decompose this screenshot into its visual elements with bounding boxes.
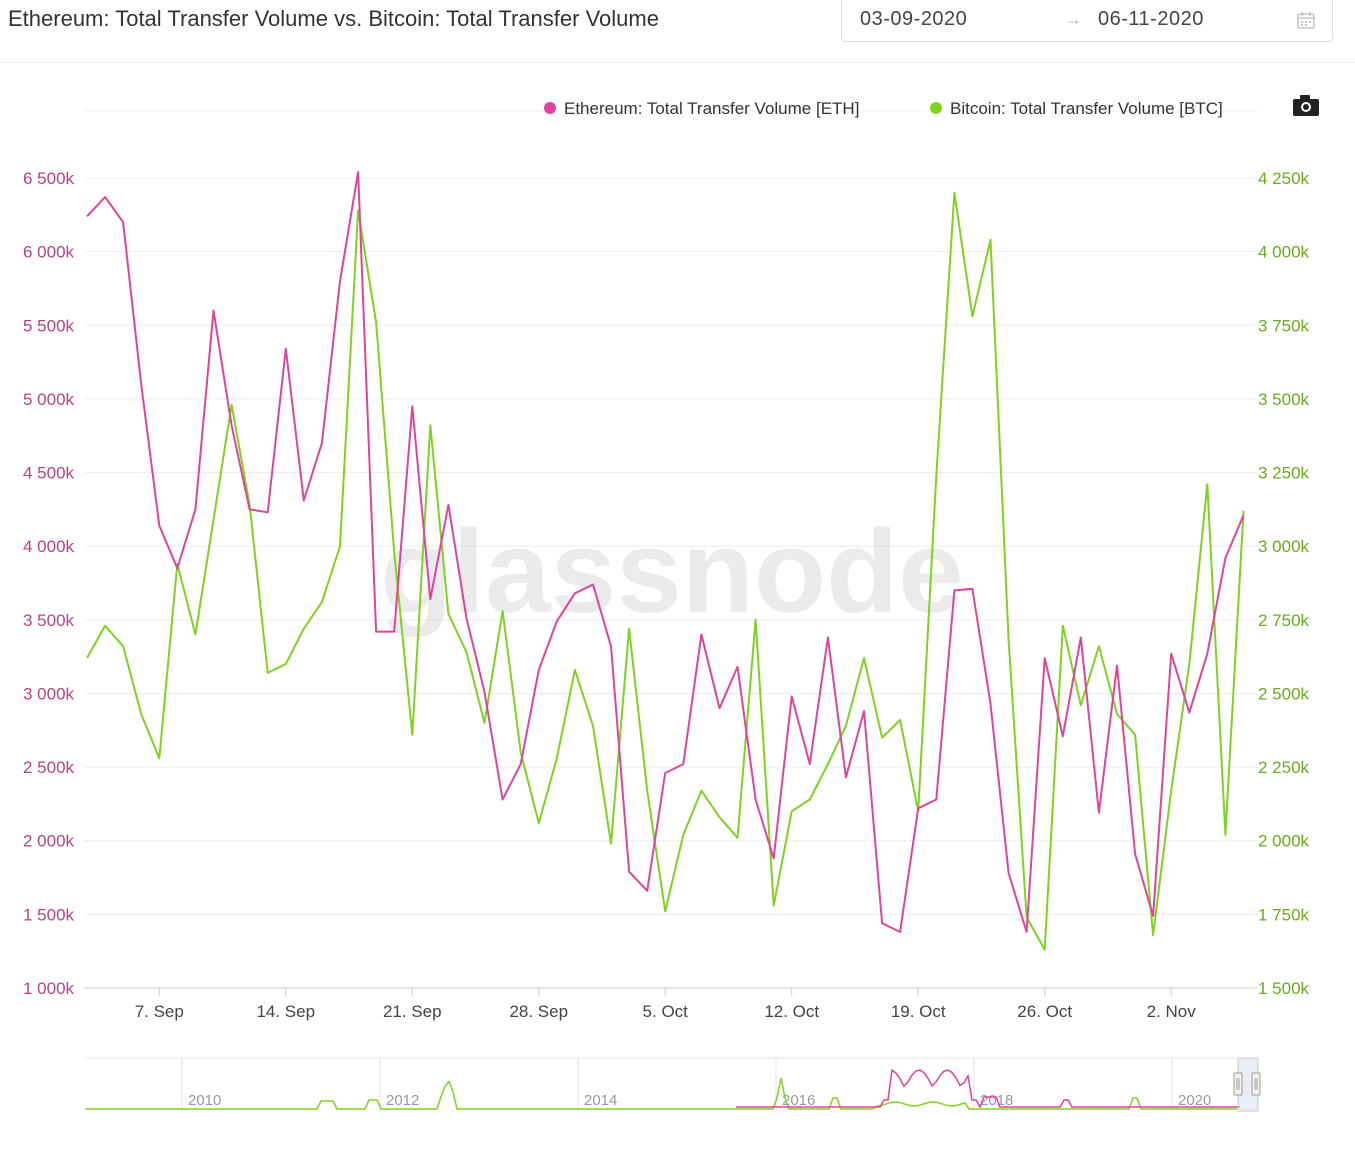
date-to-field[interactable]: 06-11-2020 [1098, 8, 1204, 30]
navigator-btc-line [85, 1077, 1237, 1110]
y-left-tick-label: 5 500k [23, 316, 75, 335]
legend-btc-marker [930, 102, 942, 114]
navigator-year-label: 2014 [584, 1092, 617, 1109]
x-tick-label: 26. Oct [1017, 1002, 1072, 1021]
y-left-tick-label: 2 500k [23, 758, 75, 777]
y-right-tick-label: 2 500k [1258, 684, 1310, 703]
legend: Ethereum: Total Transfer Volume [ETH] Bi… [544, 99, 1223, 118]
legend-eth-marker [544, 102, 556, 114]
navigator-year-label: 2012 [386, 1092, 419, 1109]
y-left-tick-label: 4 500k [23, 464, 75, 483]
y-left-tick-label: 3 500k [23, 611, 75, 630]
x-axis: 7. Sep 14. Sep 21. Sep 28. Sep 5. Oct 12. Oct… [85, 987, 1258, 1021]
gridlines [85, 110, 1258, 989]
y-left-tick-label: 5 000k [23, 390, 75, 409]
btc-series-line [86, 191, 1245, 951]
x-tick-label: 14. Sep [256, 1002, 315, 1021]
navigator-eth-line [736, 1068, 1240, 1109]
navigator-year-label: 2020 [1178, 1092, 1211, 1109]
y-right-tick-label: 3 000k [1258, 537, 1310, 556]
y-right-tick-label: 1 500k [1258, 979, 1310, 998]
camera-icon[interactable] [1293, 95, 1319, 116]
y-right-tick-label: 2 250k [1258, 758, 1310, 777]
navigator-left-handle[interactable] [1233, 1072, 1243, 1096]
legend-item-eth[interactable]: Ethereum: Total Transfer Volume [ETH] [544, 99, 859, 118]
calendar-icon[interactable] [1296, 10, 1316, 30]
x-tick-label: 28. Sep [509, 1002, 568, 1021]
x-tick-label: 7. Sep [135, 1002, 184, 1021]
y-left-tick-label: 3 000k [23, 684, 75, 703]
y-right-tick-label: 3 500k [1258, 390, 1310, 409]
date-range-picker[interactable]: 03-09-2020 → 06-11-2020 [841, 0, 1333, 42]
x-tick-label: 21. Sep [383, 1002, 442, 1021]
y-left-tick-label: 4 000k [23, 537, 75, 556]
y-left-tick-label: 1 000k [23, 979, 75, 998]
y-right-tick-label: 3 250k [1258, 464, 1310, 483]
y-left-tick-label: 6 000k [23, 243, 75, 262]
y-axis-left: 1 000k 1 500k 2 000k 2 500k 3 000k 3 500k 4 00… [23, 169, 75, 998]
y-axis-right: 1 500k 1 750k 2 000k 2 250k 2 500k 2 750k 3 00… [1258, 169, 1310, 998]
series-group [86, 171, 1245, 951]
legend-item-btc[interactable]: Bitcoin: Total Transfer Volume [BTC] [930, 99, 1223, 118]
date-from-field[interactable]: 03-09-2020 [860, 8, 968, 30]
y-right-tick-label: 4 250k [1258, 169, 1310, 188]
y-left-tick-label: 6 500k [23, 169, 75, 188]
y-left-tick-label: 1 500k [23, 905, 75, 924]
y-right-tick-label: 1 750k [1258, 905, 1310, 924]
navigator-right-handle[interactable] [1251, 1072, 1261, 1096]
y-left-tick-label: 2 000k [23, 832, 75, 851]
y-right-tick-label: 2 750k [1258, 611, 1310, 630]
legend-eth-label: Ethereum: Total Transfer Volume [ETH] [564, 99, 859, 118]
navigator[interactable]: 2010 2012 2014 2016 2018 2020 [85, 1057, 1261, 1112]
x-tick-label: 2. Nov [1147, 1002, 1197, 1021]
y-right-tick-label: 3 750k [1258, 316, 1310, 335]
x-tick-label: 12. Oct [764, 1002, 819, 1021]
y-right-tick-label: 2 000k [1258, 832, 1310, 851]
legend-btc-label: Bitcoin: Total Transfer Volume [BTC] [950, 99, 1223, 118]
chart-title: Ethereum: Total Transfer Volume vs. Bitc… [8, 6, 659, 31]
y-right-tick-label: 4 000k [1258, 243, 1310, 262]
watermark: glassnode [380, 506, 964, 638]
header-divider [0, 62, 1355, 63]
navigator-year-label: 2010 [188, 1092, 221, 1109]
range-arrow-icon: → [1064, 9, 1082, 29]
eth-series-line [86, 171, 1245, 933]
navigator-year-label: 2016 [782, 1092, 815, 1109]
x-tick-label: 5. Oct [643, 1002, 689, 1021]
x-tick-label: 19. Oct [891, 1002, 946, 1021]
